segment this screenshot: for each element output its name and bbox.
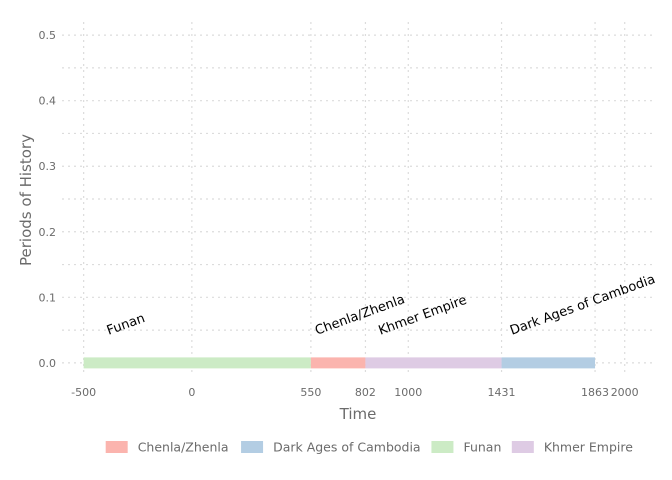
y-tick-label: 0.0 — [39, 357, 57, 370]
x-tick-label: 2000 — [611, 386, 639, 399]
y-axis: 0.0 0.1 0.2 0.3 0.4 0.5 — [39, 29, 57, 370]
legend-swatch — [241, 441, 264, 453]
period-label: Funan — [105, 311, 147, 339]
x-tick-label: 550 — [300, 386, 321, 399]
x-tick-label: 802 — [355, 386, 376, 399]
legend-swatch — [511, 441, 534, 453]
y-tick-label: 0.5 — [39, 29, 57, 42]
period-bars — [83, 357, 596, 369]
x-tick-label: 1863 — [581, 386, 609, 399]
period-bar — [83, 357, 311, 369]
x-tick-label: 1000 — [394, 386, 422, 399]
y-axis-title: Periods of History — [17, 134, 35, 266]
x-axis: -500 0 550 802 1000 1431 1863 2000 — [71, 386, 639, 399]
legend-label: Dark Ages of Cambodia — [273, 440, 421, 455]
x-tick-label: 0 — [188, 386, 195, 399]
y-tick-label: 0.4 — [39, 95, 57, 108]
y-tick-label: 0.1 — [39, 291, 57, 304]
legend: Chenla/Zhenla Dark Ages of Cambodia Funan K… — [105, 440, 633, 455]
legend-label: Khmer Empire — [544, 440, 633, 455]
period-bar — [501, 357, 596, 369]
x-axis-title: Time — [339, 405, 377, 423]
legend-swatch — [105, 441, 128, 453]
period-label: Dark Ages of Cambodia — [508, 272, 657, 339]
y-tick-label: 0.2 — [39, 226, 57, 239]
x-tick-label: 1431 — [488, 386, 516, 399]
legend-label: Chenla/Zhenla — [138, 440, 229, 455]
grid — [62, 22, 655, 376]
x-tick-label: -500 — [71, 386, 96, 399]
y-tick-label: 0.3 — [39, 160, 57, 173]
legend-label: Funan — [463, 440, 501, 455]
period-bar — [365, 357, 502, 369]
period-bar — [310, 357, 366, 369]
legend-swatch — [431, 441, 454, 453]
